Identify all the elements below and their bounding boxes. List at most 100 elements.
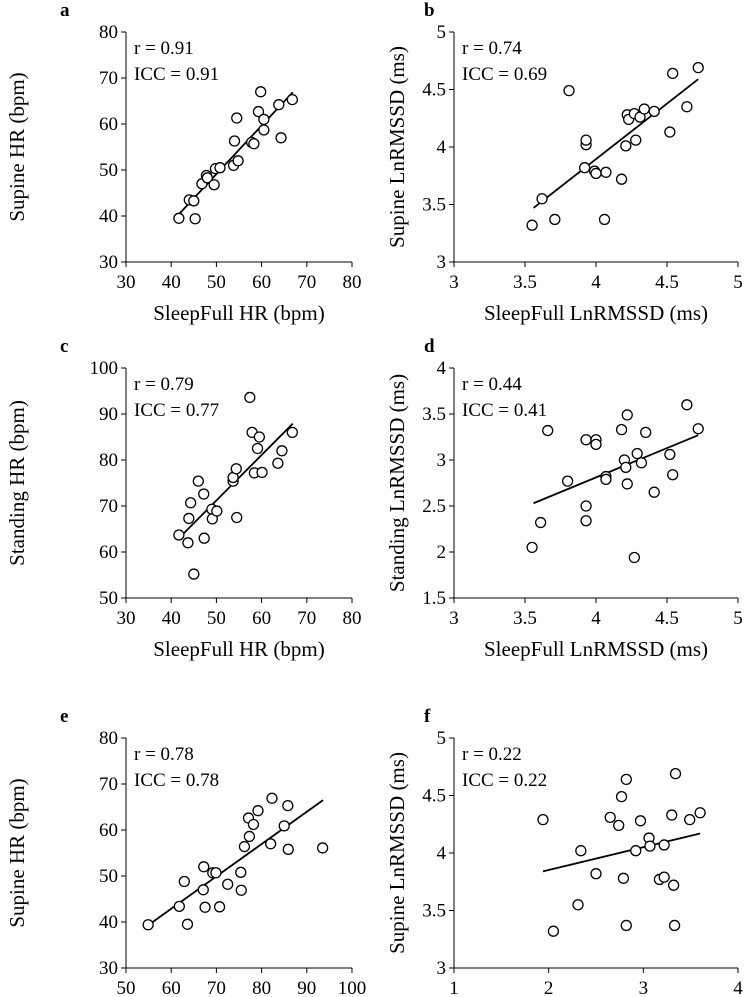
data-point (222, 878, 234, 890)
data-point (547, 925, 560, 937)
data-point (258, 113, 270, 126)
correlation-label: r = 0.74 (462, 38, 522, 59)
y-tick-label: 50 (99, 588, 118, 609)
y-tick-label: 40 (99, 206, 118, 227)
panel-f: 33.544.551234Standing LnRMSSD (ms)Supine… (385, 706, 743, 997)
correlation-label: r = 0.44 (462, 374, 522, 395)
data-point (561, 475, 574, 487)
data-point (232, 155, 244, 167)
x-tick-label: 80 (343, 608, 362, 629)
y-axis-label: Standing HR (bpm) (5, 400, 29, 566)
panel-letter: c (60, 336, 68, 357)
data-point (669, 768, 682, 780)
data-point (178, 875, 190, 888)
panel-letter: f (424, 706, 431, 727)
data-point (563, 85, 575, 97)
y-tick-label: 5 (437, 22, 447, 43)
data-point (640, 426, 652, 439)
data-point (600, 166, 612, 178)
y-tick-label: 2.5 (422, 496, 446, 517)
data-point (615, 173, 628, 185)
trend-line (532, 78, 699, 209)
data-point (213, 901, 226, 913)
panel-letter: b (424, 0, 435, 21)
data-point (198, 532, 210, 544)
data-point (235, 884, 247, 896)
x-tick-label: 60 (162, 978, 181, 997)
data-point (526, 541, 538, 554)
y-tick-label: 70 (99, 496, 118, 517)
data-point (243, 830, 256, 843)
data-point (630, 134, 642, 146)
data-point (214, 162, 226, 174)
x-tick-label: 5 (733, 272, 743, 293)
y-tick-label: 50 (99, 160, 118, 181)
x-tick-label: 50 (207, 608, 226, 629)
x-tick-label: 50 (117, 978, 136, 997)
data-point (258, 124, 270, 136)
y-axis-label: Supine HR (bpm) (5, 72, 29, 221)
icc-label: ICC = 0.22 (462, 770, 547, 791)
data-point (628, 551, 640, 564)
correlation-label: r = 0.22 (462, 744, 522, 765)
data-point (244, 391, 256, 404)
x-tick-label: 60 (252, 608, 271, 629)
data-point (668, 919, 681, 932)
data-point (201, 172, 214, 184)
panel-letter: e (60, 706, 68, 727)
y-tick-label: 70 (99, 774, 118, 795)
data-point (681, 101, 693, 113)
data-point (278, 820, 290, 832)
data-point (235, 866, 247, 878)
data-point (621, 409, 633, 421)
x-axis-label: SleepFull HR (bpm) (153, 301, 325, 325)
data-point (252, 105, 265, 118)
data-point (275, 132, 287, 144)
data-point (142, 919, 154, 931)
data-point (228, 135, 241, 147)
data-point (590, 438, 602, 451)
data-point (580, 515, 592, 527)
panel-letter: a (60, 0, 70, 21)
data-point (615, 791, 628, 803)
data-point (600, 473, 612, 485)
data-point (644, 840, 656, 852)
x-tick-label: 70 (297, 608, 316, 629)
trend-line (178, 91, 294, 215)
data-point (667, 469, 679, 481)
y-tick-label: 3.5 (422, 404, 446, 425)
icc-label: ICC = 0.78 (134, 770, 219, 791)
icc-label: ICC = 0.91 (134, 64, 219, 85)
data-point (199, 901, 211, 913)
data-point (617, 872, 630, 884)
data-point (580, 434, 592, 446)
data-point (684, 814, 696, 826)
y-tick-label: 3 (437, 958, 447, 979)
data-point (572, 899, 584, 911)
panel-c: 50 60 70 80 90 100 30 40 50 60 70 80 SleepFull HR (b… (5, 336, 362, 661)
data-point (286, 426, 298, 439)
data-point (667, 879, 680, 891)
data-point (620, 461, 632, 474)
data-point (208, 179, 220, 191)
data-point (188, 195, 200, 207)
x-tick-label: 3 (449, 272, 459, 293)
data-point (189, 213, 201, 225)
data-point (316, 842, 329, 854)
x-tick-label: 30 (117, 608, 136, 629)
y-tick-label: 90 (99, 404, 118, 425)
y-tick-label: 80 (99, 22, 118, 43)
data-point (230, 463, 242, 475)
x-axis-label: SleepFull LnRMSSD (ms) (484, 637, 708, 661)
data-point (580, 500, 592, 512)
data-point (252, 805, 264, 817)
data-point (635, 457, 648, 469)
data-point (251, 442, 264, 455)
data-point (681, 399, 693, 411)
x-tick-label: 60 (252, 272, 271, 293)
y-axis-label: Standing LnRMSSD (ms) (385, 374, 409, 592)
panel-d: 1.5 2 2.5 3 3.5 4 3 3.5 4 4.5 5 SleepFull LnRMSSD (… (385, 336, 743, 661)
data-point (692, 423, 704, 435)
icc-label: ICC = 0.41 (462, 400, 547, 421)
